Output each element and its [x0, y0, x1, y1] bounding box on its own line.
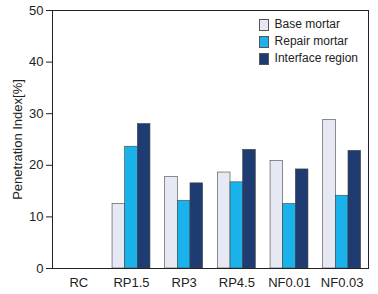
html-text:Repair mortar: Repair mortar [274, 34, 348, 48]
svg-text:RP3: RP3 [172, 275, 197, 290]
svg-text:RP1.5: RP1.5 [113, 275, 149, 290]
svg-text:40: 40 [29, 54, 43, 69]
svg-text:50: 50 [29, 3, 43, 18]
svg-text:RC: RC [69, 275, 88, 290]
svg-text:10: 10 [29, 209, 43, 224]
svg-text:20: 20 [29, 157, 43, 172]
html-text:Base mortar: Base mortar [274, 17, 340, 31]
html-text:Interface region: Interface region [274, 51, 358, 65]
svg-text:Penetration Index[%]: Penetration Index[%] [10, 79, 25, 200]
svg-text:RP4.5: RP4.5 [219, 275, 255, 290]
svg-text:NF0.03: NF0.03 [321, 275, 364, 290]
svg-text:0: 0 [36, 261, 43, 276]
svg-text:30: 30 [29, 106, 43, 121]
svg-text:NF0.01: NF0.01 [268, 275, 311, 290]
